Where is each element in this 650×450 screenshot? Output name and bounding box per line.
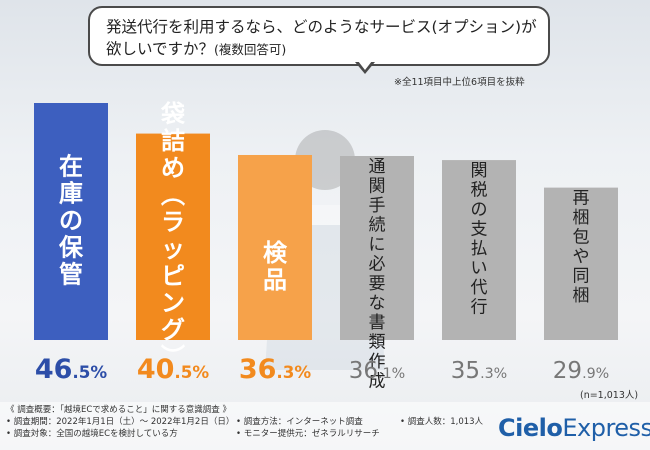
survey-title: 《 調査概要：「越境ECで求めること」に関する意識調査 》 xyxy=(6,405,231,415)
question-line-1: 発送代行を利用するなら、どのようなサービス(オプション)が xyxy=(106,18,537,36)
bar-2 xyxy=(136,133,210,340)
survey-col-2: • 調査方法：インターネット調査 • モニター提供元：ゼネラルリサーチ xyxy=(236,416,380,440)
survey-count: • 調査人数：1,013人 xyxy=(400,417,484,427)
bar-1 xyxy=(34,103,108,340)
category-label-4: 通関手続に必要な書類作成 xyxy=(369,157,386,391)
logo-part-2: Express xyxy=(562,414,650,442)
category-label-6: 再梱包や同梱 xyxy=(573,189,590,307)
survey-col-1: • 調査期間：2022年1月1日（土）～ 2022年1月2日（日） • 調査対象… xyxy=(6,416,234,440)
value-label-5: 35.3% xyxy=(451,358,507,384)
value-label-3: 36.3% xyxy=(239,354,312,385)
bar-6 xyxy=(544,187,618,340)
bar-chart: 在庫の保管 46.5% 袋詰め︵ラッピング︶40.5% 検品 36.3% 通関手続に必要な… xyxy=(34,100,639,401)
value-label-2: 40.5% xyxy=(137,354,210,385)
value-label-1: 46.5% xyxy=(35,354,108,385)
logo-part-1: Cielo xyxy=(498,414,563,442)
value-label-6: 29.9% xyxy=(553,358,609,384)
bar-3 xyxy=(238,154,312,340)
survey-target: • 調査対象：全国の越境ECを検討している方 xyxy=(6,429,178,439)
survey-provider: • モニター提供元：ゼネラルリサーチ xyxy=(236,429,380,439)
question-line-2: 欲しいですか？ xyxy=(106,40,215,58)
cielo-express-logo: CieloExpress xyxy=(498,414,650,442)
category-label-5: 関税の支払い代行 xyxy=(471,161,488,317)
footer-background xyxy=(0,402,650,450)
question-multiple-answer-note: (複数回答可) xyxy=(214,42,287,57)
bar-4 xyxy=(340,156,414,340)
bubble-tail-inner xyxy=(358,61,372,70)
question-bubble: 発送代行を利用するなら、どのようなサービス(オプション)が 欲しいですか？(複数… xyxy=(88,6,550,66)
category-label-2: 袋詰め︵ラッピング︶ xyxy=(160,100,186,371)
bar-5 xyxy=(442,160,516,340)
survey-period: • 調査期間：2022年1月1日（土）～ 2022年1月2日（日） xyxy=(6,417,235,427)
survey-method: • 調査方法：インターネット調査 xyxy=(236,417,363,427)
category-label-1: 在庫の保管 xyxy=(58,152,84,288)
sample-size-note: (n=1,013人) xyxy=(580,390,638,401)
top-six-note: ※全11項目中上位6項目を抜粋 xyxy=(394,77,525,88)
survey-col-3: • 調査人数：1,013人 xyxy=(400,416,483,428)
category-label-3: 検品 xyxy=(263,239,288,294)
value-label-4: 36.1% xyxy=(349,358,405,384)
survey-summary: 《 調査概要：「越境ECで求めること」に関する意識調査 》 xyxy=(6,404,231,416)
